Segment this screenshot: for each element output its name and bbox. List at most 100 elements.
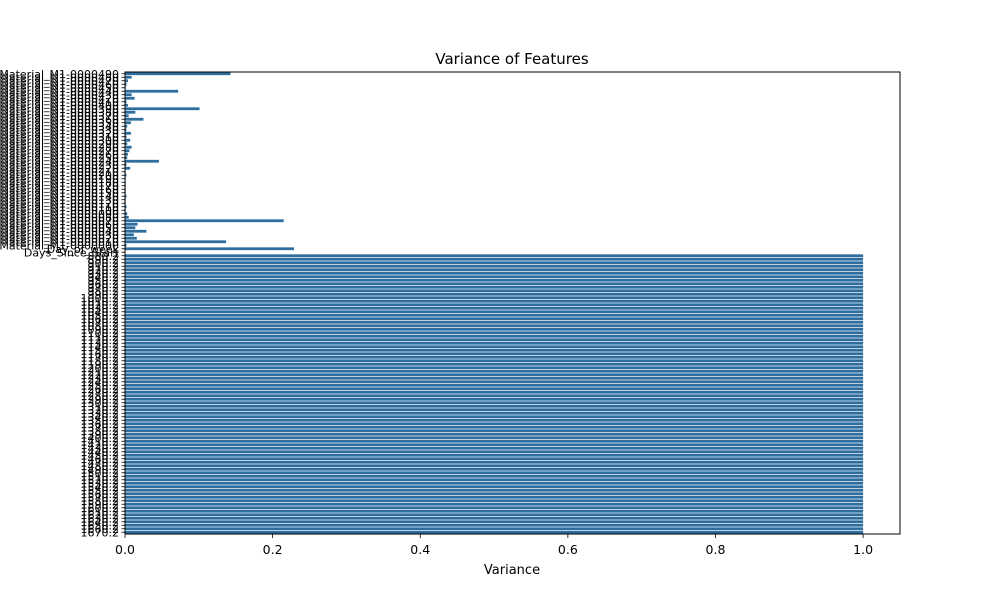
bar-74 — [125, 331, 864, 335]
y-tick-label-13: Material_M1-0000360 — [0, 113, 119, 126]
bar-65 — [125, 299, 864, 303]
y-tick-label-3: Material_M1-0000460 — [0, 78, 119, 91]
y-tick-label-31: Material_M1-0000180 — [0, 176, 119, 189]
y-tick-label-112: 1480.2 — [81, 460, 120, 473]
y-tick-label-60: 960.2 — [88, 278, 120, 291]
bar-45 — [125, 229, 147, 233]
bar-13 — [125, 117, 144, 121]
bar-64 — [125, 296, 864, 300]
bar-129 — [125, 523, 864, 527]
x-tick-label-3: 0.6 — [558, 542, 578, 557]
bar-0 — [125, 72, 231, 76]
bar-47 — [125, 236, 137, 240]
bar-46 — [125, 233, 134, 237]
bar-69 — [125, 313, 864, 317]
bar-53 — [125, 257, 864, 261]
y-tick-label-32: Material_M1-0000170 — [0, 180, 119, 193]
bar-101 — [125, 425, 864, 429]
y-tick-label-62: 980.2 — [88, 285, 120, 298]
y-tick-label-0: Material_M1-0000490 — [0, 68, 119, 81]
y-tick-label-24: Material_M1-0000250 — [0, 152, 119, 165]
y-tick-label-29: Material_M1-0000200 — [0, 169, 119, 182]
bar-27 — [125, 166, 131, 170]
y-tick-label-117: 1530.2 — [81, 477, 120, 490]
y-tick-label-21: Material_M1-0000280 — [0, 141, 119, 154]
bar-73 — [125, 327, 864, 331]
bar-102 — [125, 429, 864, 433]
y-tick-label-76: 1120.2 — [81, 334, 120, 347]
y-tick-label-130: 1660.2 — [81, 523, 120, 536]
bar-97 — [125, 411, 864, 415]
bar-50 — [125, 247, 295, 251]
bar-26 — [125, 163, 127, 167]
y-tick-label-67: 1030.2 — [81, 302, 120, 315]
y-tick-label-109: 1450.2 — [81, 449, 120, 462]
bar-67 — [125, 306, 864, 310]
bar-117 — [125, 481, 864, 485]
y-tick-label-121: 1570.2 — [81, 491, 120, 504]
x-axis-ticks: 0.0 0.2 0.4 0.6 0.8 1.0 — [115, 534, 873, 557]
bar-81 — [125, 355, 864, 359]
y-tick-label-23: Material_M1-0000260 — [0, 148, 119, 161]
y-tick-label-2: Material_M1-0000470 — [0, 75, 119, 88]
y-tick-label-110: 1460.2 — [81, 453, 120, 466]
bar-66 — [125, 303, 864, 307]
y-tick-label-89: 1250.2 — [81, 379, 120, 392]
y-tick-label-78: 1140.2 — [81, 341, 120, 354]
bar-68 — [125, 310, 864, 314]
y-tick-label-101: 1370.2 — [81, 421, 120, 434]
y-tick-label-88: 1240.2 — [81, 376, 120, 389]
y-tick-label-71: 1070.2 — [81, 316, 120, 329]
y-tick-label-7: Material_M1-0000420 — [0, 92, 119, 105]
y-tick-label-116: 1520.2 — [81, 474, 120, 487]
bar-124 — [125, 506, 864, 510]
bar-76 — [125, 338, 864, 342]
bar-79 — [125, 348, 864, 352]
bar-100 — [125, 422, 864, 426]
bar-120 — [125, 492, 864, 496]
bar-84 — [125, 366, 864, 370]
y-tick-label-57: 930.2 — [88, 267, 120, 280]
y-tick-label-63: 990.2 — [88, 288, 120, 301]
bar-107 — [125, 446, 864, 450]
y-tick-label-68: 1040.2 — [81, 306, 120, 319]
bar-91 — [125, 390, 864, 394]
bar-60 — [125, 282, 864, 286]
y-tick-label-92: 1280.2 — [81, 390, 120, 403]
y-tick-label-14: Material_M1-0000350 — [0, 117, 119, 130]
bar-61 — [125, 285, 864, 289]
y-tick-label-37: Material_M1-0000120 — [0, 197, 119, 210]
y-tick-label-99: 1350.2 — [81, 414, 120, 427]
bar-93 — [125, 397, 864, 401]
bar-131 — [125, 530, 864, 534]
y-tick-label-43: Material_M1-0000060 — [0, 218, 119, 231]
bar-42 — [125, 219, 284, 223]
y-tick-label-33: Material_M1-0000160 — [0, 183, 119, 196]
y-tick-label-18: Material_M1-0000310 — [0, 131, 119, 144]
y-tick-label-38: Material_M1-0000110 — [0, 201, 119, 214]
y-tick-label-4: Material_M1-0000450 — [0, 82, 119, 95]
y-tick-label-120: 1560.2 — [81, 488, 120, 501]
bar-96 — [125, 408, 864, 412]
bar-123 — [125, 502, 864, 506]
y-tick-label-44: Material_M1-0000050 — [0, 222, 119, 235]
y-tick-label-56: 920.2 — [88, 264, 120, 277]
bar-118 — [125, 485, 864, 489]
y-tick-label-61: 970.2 — [88, 281, 120, 294]
y-tick-label-102: 1380.2 — [81, 425, 120, 438]
bar-105 — [125, 439, 864, 443]
y-tick-label-34: Material_M1-0000150 — [0, 187, 119, 200]
bar-125 — [125, 509, 864, 513]
bar-22 — [125, 149, 130, 153]
bar-25 — [125, 159, 159, 163]
y-tick-label-75: 1110.2 — [81, 330, 120, 343]
y-tick-label-22: Material_M1-0000270 — [0, 145, 119, 158]
y-tick-label-125: 1610.2 — [81, 505, 120, 518]
y-tick-label-91: 1270.2 — [81, 386, 120, 399]
bar-72 — [125, 324, 864, 328]
bar-20 — [125, 142, 128, 146]
y-tick-label-81: 1170.2 — [81, 351, 120, 364]
y-tick-label-108: 1440.2 — [81, 446, 120, 459]
y-tick-label-107: 1430.2 — [81, 442, 120, 455]
bar-87 — [125, 376, 864, 380]
